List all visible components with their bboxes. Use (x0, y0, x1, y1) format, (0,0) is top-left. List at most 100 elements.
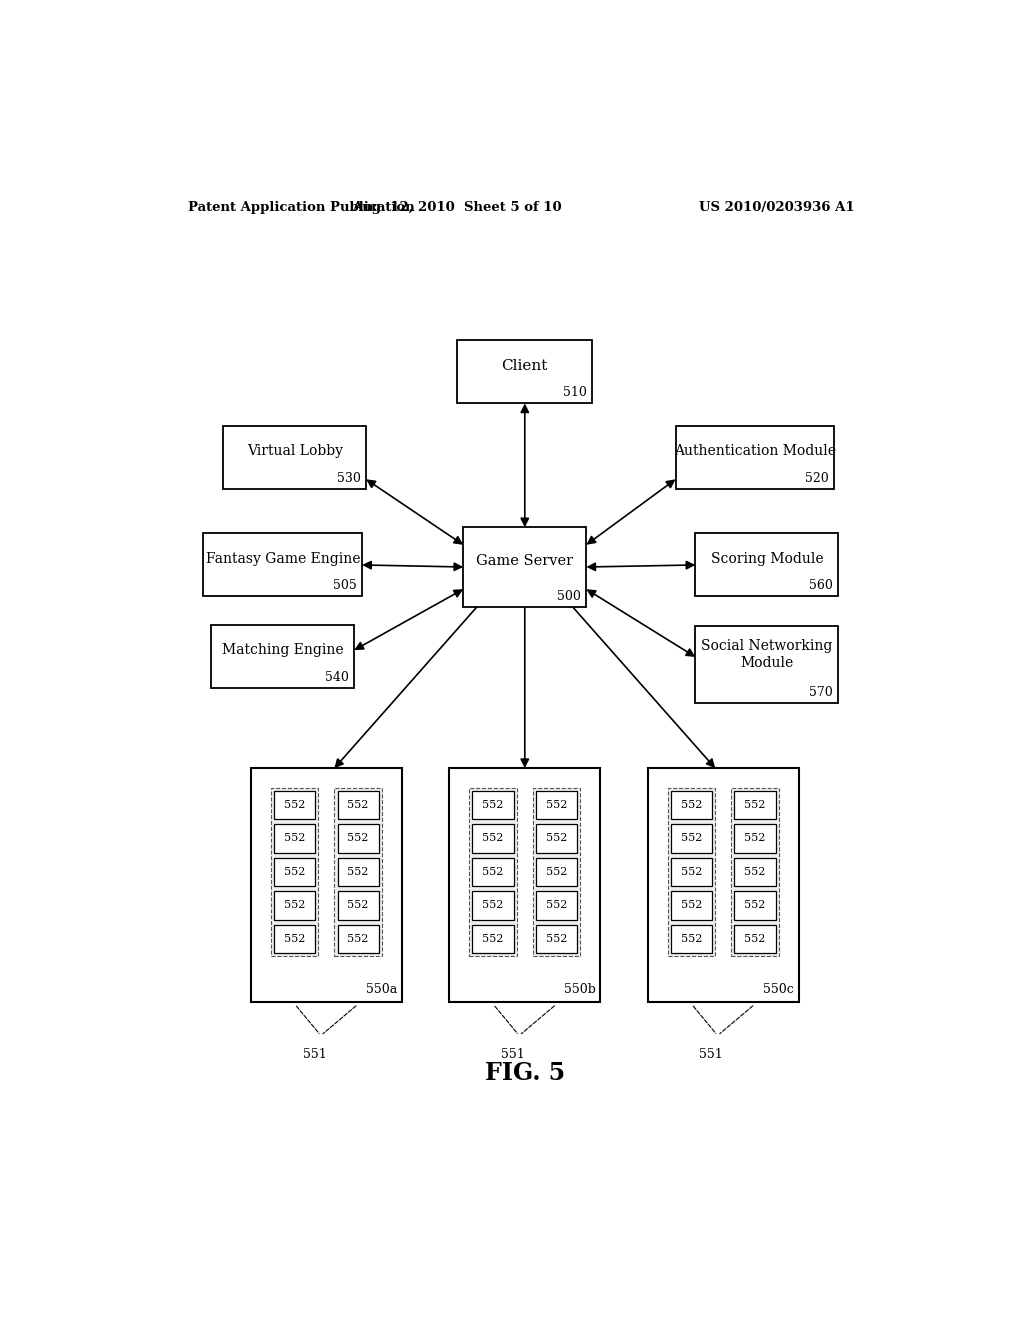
Bar (671, 858, 712, 886)
Bar (338, 858, 379, 886)
Bar (274, 858, 315, 886)
Bar (338, 891, 379, 920)
Bar (536, 824, 578, 853)
Bar (334, 788, 382, 956)
Bar (668, 788, 715, 956)
Bar (695, 627, 839, 702)
Bar (671, 791, 712, 818)
Text: Aug. 12, 2010  Sheet 5 of 10: Aug. 12, 2010 Sheet 5 of 10 (352, 201, 562, 214)
Text: Virtual Lobby: Virtual Lobby (247, 444, 343, 458)
Bar (338, 925, 379, 953)
Text: 552: 552 (681, 935, 702, 944)
Bar (695, 533, 839, 597)
Text: 540: 540 (325, 671, 348, 684)
Text: 552: 552 (546, 900, 567, 911)
Bar (536, 925, 578, 953)
Bar (472, 791, 514, 818)
Bar (472, 824, 514, 853)
Text: 552: 552 (681, 900, 702, 911)
Bar (536, 891, 578, 920)
Bar (671, 824, 712, 853)
Bar (731, 788, 779, 956)
Bar (676, 426, 835, 488)
Text: 552: 552 (744, 833, 766, 843)
Bar (274, 824, 315, 853)
Bar (251, 768, 401, 1002)
Bar (450, 768, 600, 1002)
Bar (536, 791, 578, 818)
Bar (463, 528, 587, 607)
Text: 552: 552 (546, 935, 567, 944)
Text: Scoring Module: Scoring Module (711, 552, 823, 566)
Text: US 2010/0203936 A1: US 2010/0203936 A1 (699, 201, 855, 214)
Bar (458, 341, 592, 404)
Text: 551: 551 (303, 1048, 327, 1061)
Bar (734, 891, 775, 920)
Text: 552: 552 (347, 833, 369, 843)
Bar (671, 925, 712, 953)
Text: 570: 570 (809, 685, 833, 698)
Bar (536, 858, 578, 886)
Bar (204, 533, 362, 597)
Text: 551: 551 (699, 1048, 723, 1061)
Bar (734, 925, 775, 953)
Bar (734, 791, 775, 818)
Text: 552: 552 (284, 935, 305, 944)
Text: 505: 505 (333, 579, 356, 593)
Text: Client: Client (502, 359, 548, 372)
Text: 552: 552 (347, 867, 369, 876)
Text: 550a: 550a (366, 983, 397, 995)
Bar (223, 426, 367, 488)
Text: 552: 552 (482, 900, 504, 911)
Bar (532, 788, 581, 956)
Text: 552: 552 (482, 833, 504, 843)
Bar (472, 925, 514, 953)
Text: 551: 551 (501, 1048, 524, 1061)
Bar (338, 791, 379, 818)
Bar (274, 891, 315, 920)
Text: 552: 552 (744, 867, 766, 876)
Bar (270, 788, 318, 956)
Text: 510: 510 (563, 387, 587, 399)
Text: 552: 552 (284, 867, 305, 876)
Text: 552: 552 (681, 833, 702, 843)
Text: 552: 552 (546, 800, 567, 810)
Text: Social Networking
Module: Social Networking Module (701, 639, 833, 669)
Text: 552: 552 (284, 900, 305, 911)
Text: 552: 552 (347, 800, 369, 810)
Bar (469, 788, 517, 956)
Text: 552: 552 (681, 800, 702, 810)
Text: 520: 520 (805, 471, 828, 484)
Text: 552: 552 (347, 935, 369, 944)
Bar (648, 768, 799, 1002)
Bar (274, 925, 315, 953)
Text: Patent Application Publication: Patent Application Publication (187, 201, 415, 214)
Text: 552: 552 (482, 800, 504, 810)
Text: 552: 552 (482, 867, 504, 876)
Text: 552: 552 (284, 800, 305, 810)
Text: Authentication Module: Authentication Module (674, 444, 836, 458)
Text: 552: 552 (681, 867, 702, 876)
Text: 552: 552 (744, 900, 766, 911)
Bar (274, 791, 315, 818)
Bar (671, 891, 712, 920)
Text: 550c: 550c (763, 983, 794, 995)
Text: 552: 552 (482, 935, 504, 944)
Bar (734, 858, 775, 886)
Text: 552: 552 (546, 867, 567, 876)
Bar (472, 891, 514, 920)
Text: 552: 552 (347, 900, 369, 911)
Text: 550b: 550b (563, 983, 595, 995)
Text: 552: 552 (744, 800, 766, 810)
Text: 500: 500 (557, 590, 581, 602)
Text: 552: 552 (744, 935, 766, 944)
Text: Game Server: Game Server (476, 554, 573, 568)
Text: FIG. 5: FIG. 5 (484, 1061, 565, 1085)
Text: 530: 530 (337, 471, 360, 484)
Text: Fantasy Game Engine: Fantasy Game Engine (206, 552, 360, 566)
Text: Matching Engine: Matching Engine (222, 643, 344, 657)
Bar (472, 858, 514, 886)
Text: 560: 560 (809, 579, 833, 593)
Text: 552: 552 (546, 833, 567, 843)
Bar (734, 824, 775, 853)
